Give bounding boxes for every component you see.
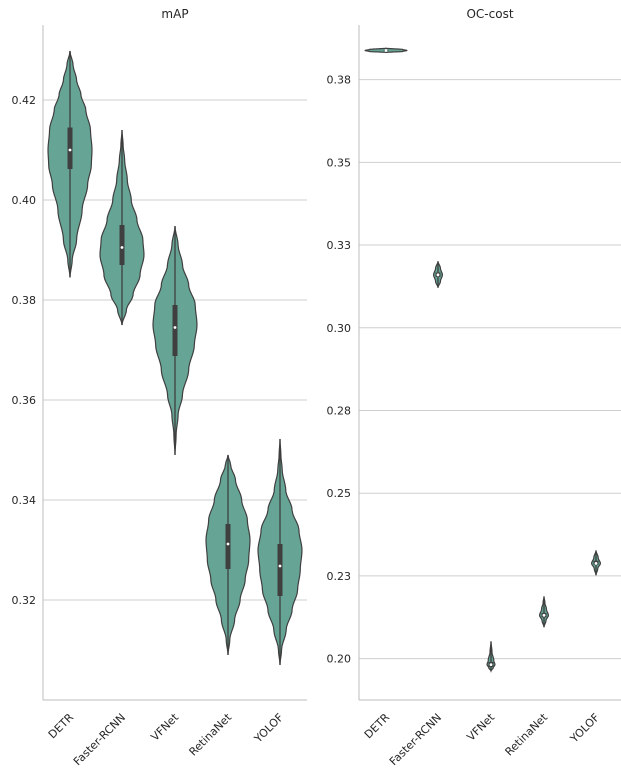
y-tick-label: 0.32 xyxy=(12,594,37,607)
x-tick-label: VFNet xyxy=(148,710,181,743)
chart-panel-1: OC-cost 0.20 0.23 0.25 0.28 0.30 0.33 0.35 0.38 D… xyxy=(327,7,621,768)
violin-median-dot xyxy=(120,246,124,249)
x-tick-label: Faster-RCNN xyxy=(71,711,128,768)
y-tick-label: 0.34 xyxy=(12,494,37,507)
x-tick-label: DETR xyxy=(362,711,393,742)
y-tick-label: 0.35 xyxy=(327,156,352,169)
violin-median-dot xyxy=(489,663,493,666)
y-tick-label: 0.30 xyxy=(327,322,352,335)
y-tick-label: 0.36 xyxy=(12,394,37,407)
chart-title: mAP xyxy=(161,7,188,21)
chart-title: OC-cost xyxy=(466,7,513,21)
y-tick-label: 0.38 xyxy=(327,74,352,87)
x-tick-label: RetinaNet xyxy=(187,710,235,758)
violin-median-dot xyxy=(173,326,177,329)
violin-median-dot xyxy=(542,613,546,617)
y-tick-label: 0.20 xyxy=(327,653,352,666)
x-tick-label: Faster-RCNN xyxy=(387,711,444,768)
violin-median-dot xyxy=(594,561,598,565)
x-tick-label: RetinaNet xyxy=(503,710,551,758)
x-tick-label: YOLOF xyxy=(567,711,602,746)
y-tick-label: 0.28 xyxy=(327,404,352,417)
y-tick-label: 0.25 xyxy=(327,487,352,500)
x-tick-label: DETR xyxy=(46,711,77,742)
y-tick-label: 0.33 xyxy=(327,239,352,252)
violin-median-dot xyxy=(436,273,440,277)
x-tick-label: VFNet xyxy=(464,710,497,743)
chart-panel-0: mAP 0.32 0.34 0.36 0.38 0.40 0.42 DETRFaster-RC… xyxy=(12,7,307,768)
x-tick-label: YOLOF xyxy=(251,711,286,746)
y-tick-label: 0.42 xyxy=(12,94,37,107)
violin-median-dot xyxy=(384,49,388,52)
y-tick-label: 0.40 xyxy=(12,194,37,207)
violin-median-dot xyxy=(226,542,230,546)
y-tick-label: 0.38 xyxy=(12,294,37,307)
violin-median-dot xyxy=(278,564,282,568)
violin-median-dot xyxy=(68,148,72,152)
y-tick-label: 0.23 xyxy=(327,570,352,583)
